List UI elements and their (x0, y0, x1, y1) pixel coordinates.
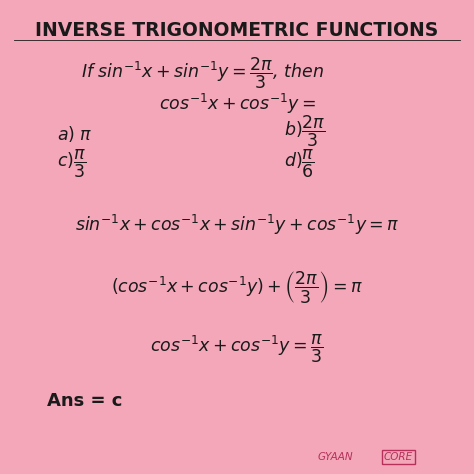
Text: $\mathit{b)}\dfrac{2\pi}{3}$: $\mathit{b)}\dfrac{2\pi}{3}$ (284, 114, 326, 149)
Text: Ans = c: Ans = c (47, 392, 123, 410)
Text: $\mathit{d)}\dfrac{\pi}{6}$: $\mathit{d)}\dfrac{\pi}{6}$ (284, 147, 315, 180)
Text: If $\mathit{sin}^{-1}x + \mathit{sin}^{-1}y = \dfrac{2\pi}{3}$, then: If $\mathit{sin}^{-1}x + \mathit{sin}^{-… (81, 56, 324, 91)
Text: $\mathit{sin}^{-1}x + \mathit{cos}^{-1}x + \mathit{sin}^{-1}y + \mathit{cos}^{-1: $\mathit{sin}^{-1}x + \mathit{cos}^{-1}x… (75, 213, 399, 237)
Text: $\mathit{a)}\;\pi$: $\mathit{a)}\;\pi$ (57, 124, 91, 144)
Text: $\mathit{cos}^{-1}x + \mathit{cos}^{-1}y = \dfrac{\pi}{3}$: $\mathit{cos}^{-1}x + \mathit{cos}^{-1}y… (150, 332, 324, 365)
Text: $(\mathit{cos}^{-1}x + \mathit{cos}^{-1}y) + \left(\dfrac{2\pi}{3}\right) = \pi$: $(\mathit{cos}^{-1}x + \mathit{cos}^{-1}… (111, 269, 363, 305)
Text: GYAAN: GYAAN (318, 452, 353, 462)
Text: CORE: CORE (384, 452, 413, 462)
Text: $\mathit{cos}^{-1}x + \mathit{cos}^{-1}y = $: $\mathit{cos}^{-1}x + \mathit{cos}^{-1}y… (158, 92, 316, 116)
Text: $\mathit{c)}\dfrac{\pi}{3}$: $\mathit{c)}\dfrac{\pi}{3}$ (57, 147, 86, 180)
Text: INVERSE TRIGONOMETRIC FUNCTIONS: INVERSE TRIGONOMETRIC FUNCTIONS (36, 21, 438, 40)
